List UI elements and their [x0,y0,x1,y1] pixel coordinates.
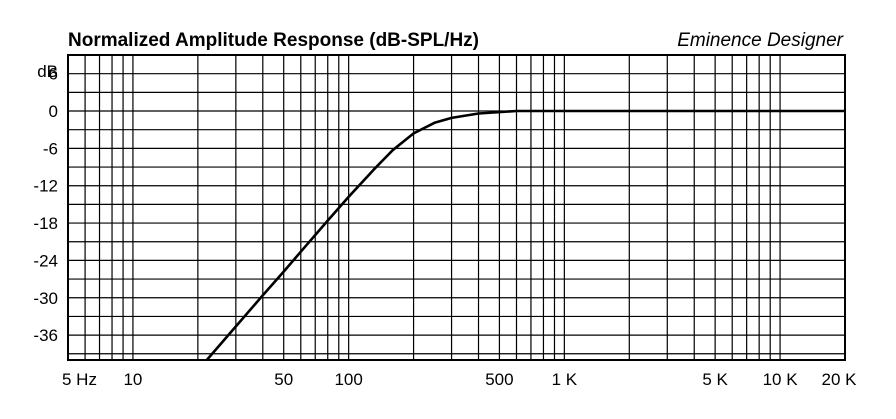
y-tick-label: -12 [33,177,58,196]
y-tick-label: -24 [33,251,58,270]
x-tick-label: 5 Hz [62,370,97,389]
y-tick-label: -36 [33,326,58,345]
x-tick-label: 10 K [763,370,799,389]
y-tick-label: 6 [49,65,58,84]
y-tick-label: -18 [33,214,58,233]
brand-label: Eminence Designer [677,30,843,51]
chart-title: Normalized Amplitude Response (dB-SPL/Hz… [68,30,479,51]
series-line-0 [205,109,845,361]
y-tick-label: 0 [49,102,58,121]
plot-frame [67,54,846,361]
x-tick-label: 10 [123,370,142,389]
x-tick-label: 50 [274,370,293,389]
x-tick-label: 100 [334,370,362,389]
x-tick-label: 20 K [822,370,858,389]
x-tick-label: 5 K [702,370,728,389]
y-axis-unit-label: dB [37,62,58,81]
x-tick-label: 500 [485,370,513,389]
y-tick-label: -30 [33,289,58,308]
x-tick-label: 1 K [552,370,578,389]
y-axis-labels: 6 0 -6 -12 -18 -24 -30 -36 [33,65,58,345]
x-axis-labels: 5 Hz 10 50 100 500 1 K 5 K 10 K 20 K [62,370,857,389]
series-layer [205,109,845,361]
grid [67,54,846,360]
y-tick-label: -6 [43,139,58,158]
